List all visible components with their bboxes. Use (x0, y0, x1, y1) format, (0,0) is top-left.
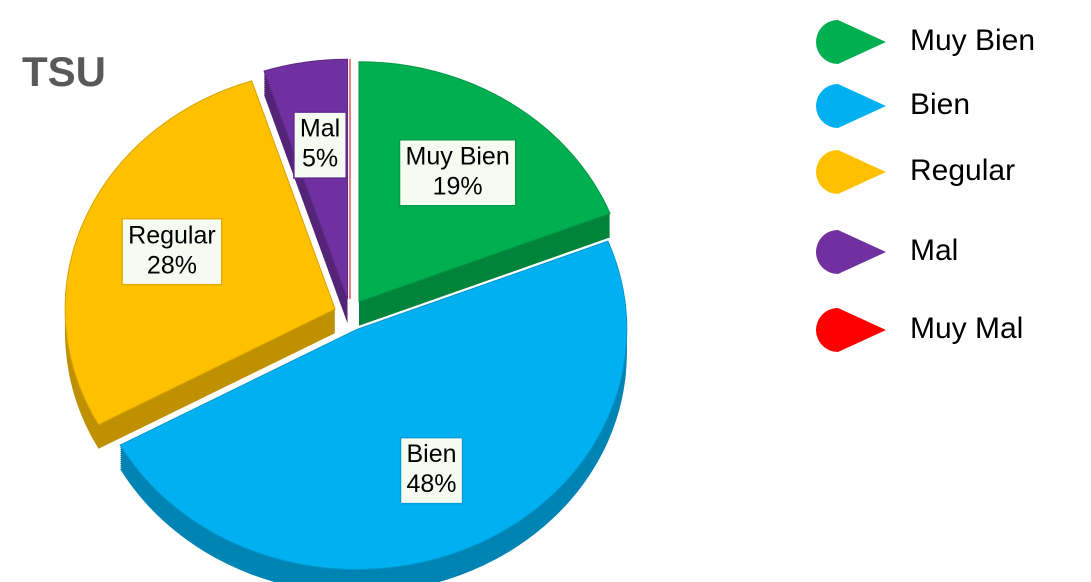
legend-label: Regular (910, 154, 1015, 187)
legend-label: Mal (910, 234, 958, 267)
legend-marker (816, 230, 886, 274)
legend-marker (816, 308, 886, 352)
legend-label: Bien (910, 88, 970, 121)
data-label-box (293, 111, 347, 179)
data-label-value: 19% (433, 172, 483, 200)
slice (119, 240, 628, 570)
legend-label: Muy Bien (910, 24, 1035, 57)
data-label-value: 48% (407, 470, 457, 498)
legend-marker (816, 84, 886, 128)
data-label-box (121, 217, 223, 286)
data-label-name: Bien (407, 440, 457, 468)
legend-label: Muy Mal (910, 312, 1023, 345)
data-label-name: Mal (300, 115, 340, 143)
data-label-box (399, 436, 464, 505)
legend-marker (816, 150, 886, 194)
legend-marker (816, 20, 886, 64)
data-label-value: 28% (147, 251, 197, 279)
data-label-box (398, 138, 517, 207)
data-label-value: 5% (302, 145, 338, 173)
data-label-name: Regular (128, 221, 216, 249)
chart-title: TSU (22, 48, 106, 95)
data-label-name: Muy Bien (406, 142, 510, 170)
